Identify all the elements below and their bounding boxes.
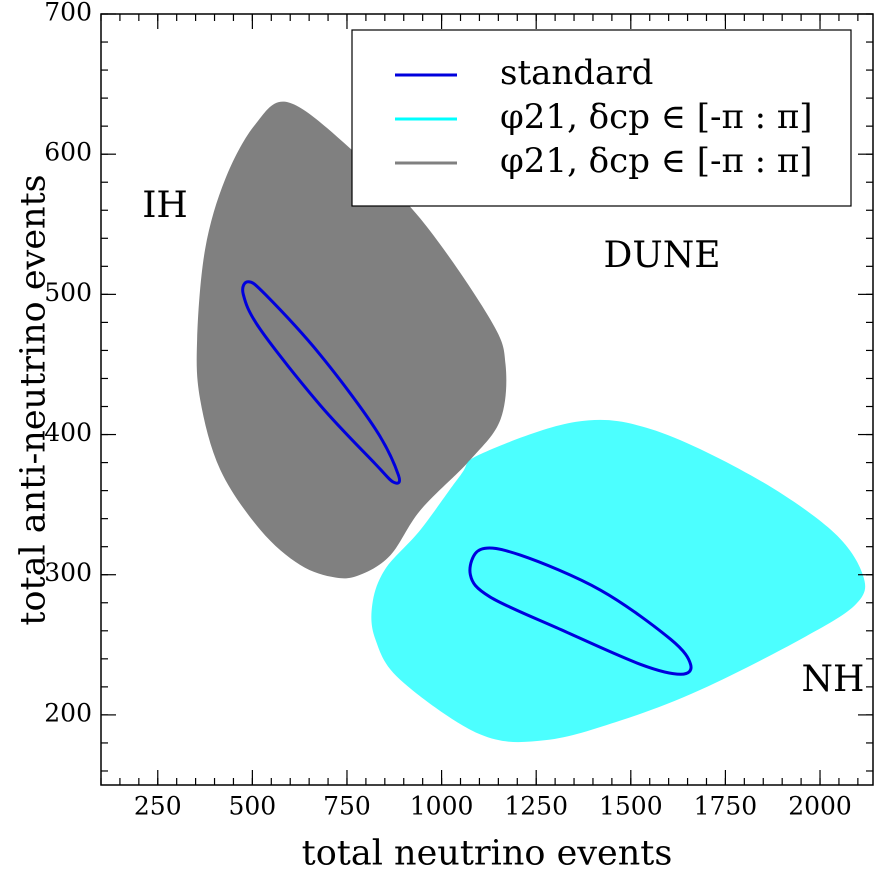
- annotation: NH: [802, 659, 865, 700]
- annotation: DUNE: [604, 235, 721, 276]
- y-tick-label: 200: [44, 698, 92, 727]
- contour-line: [241, 280, 693, 676]
- y-tick-label: 300: [44, 558, 92, 587]
- x-tick-label: 1750: [694, 792, 758, 821]
- x-tick-label: 500: [229, 792, 277, 821]
- x-tick-label: 750: [323, 792, 371, 821]
- x-tick-label: 1000: [410, 792, 474, 821]
- legend-label: φ21, δcp ∈ [-π : π]: [500, 141, 813, 181]
- x-tick-label: 2000: [788, 792, 852, 821]
- region: [371, 419, 866, 743]
- y-tick-label: 500: [44, 278, 92, 307]
- plot-frame: [100, 13, 874, 786]
- x-tick-label: 1500: [599, 792, 663, 821]
- x-axis-label: total neutrino events: [302, 834, 673, 874]
- y-tick-label: 600: [44, 138, 92, 167]
- legend-label: φ21, δcp ∈ [-π : π]: [500, 97, 813, 137]
- annotation: IH: [142, 185, 188, 226]
- legend-label: standard: [500, 53, 653, 93]
- x-tick-label: 1250: [504, 792, 568, 821]
- y-tick-label: 400: [44, 418, 92, 447]
- y-tick-label: 700: [44, 0, 92, 27]
- x-tick-label: 250: [134, 792, 182, 821]
- region: [196, 101, 507, 579]
- y-axis-label: total anti-neutrino events: [14, 174, 54, 625]
